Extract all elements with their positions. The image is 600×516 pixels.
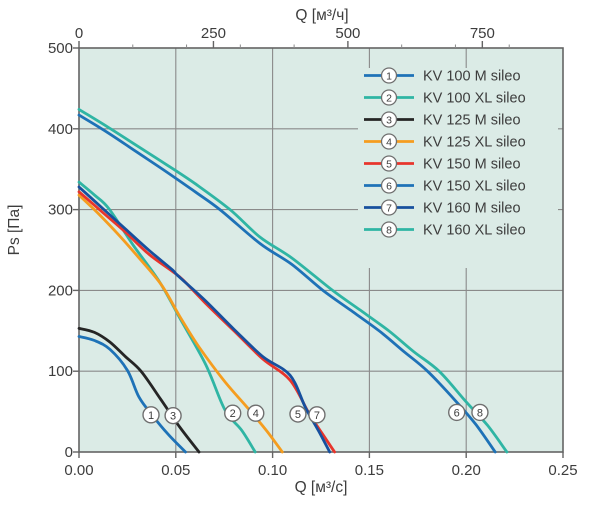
curve-tag-number-8: 8 (477, 407, 483, 419)
legend-item-kv-160-xl-sileo: 8 KV 160 XL sileo (364, 221, 526, 239)
legend-label: KV 150 XL sileo (423, 179, 526, 195)
curve-tag-circle-4 (247, 404, 265, 422)
legend-number-circle (380, 199, 398, 216)
y-tick-label: 100 (48, 363, 73, 380)
curve-tag-number-7: 7 (314, 410, 320, 422)
legend-number-circle (380, 221, 398, 238)
legend-item-kv-150-xl-sileo: 6 KV 150 XL sileo (364, 177, 526, 195)
curve-kv-160-m-sileo (77, 185, 332, 454)
curve-tag-number-2: 2 (230, 408, 236, 420)
legend-label: KV 125 XL sileo (423, 135, 526, 151)
y-axis-title: Ps [Па] (6, 204, 23, 256)
legend-number-circle (380, 155, 398, 172)
curve-kv-150-xl-sileo (77, 113, 497, 454)
legend-number-circle (380, 67, 398, 84)
x-tick-label: 0.20 (452, 462, 481, 479)
top-tick-label: 500 (335, 25, 360, 42)
x-tick-label: 0.00 (64, 462, 93, 479)
legend-item-kv-150-m-sileo: 5 KV 150 M sileo (364, 155, 521, 173)
legend-label: KV 100 XL sileo (423, 91, 526, 107)
curve-tag-circle-7 (308, 406, 326, 424)
legend-number-circle (380, 133, 398, 150)
legend-label: KV 125 M sileo (423, 113, 521, 129)
curve-tag-circle-5 (289, 405, 307, 423)
legend-number-circle (380, 177, 398, 194)
y-tick-label: 0 (65, 444, 73, 461)
legend-label: KV 100 M sileo (423, 69, 521, 85)
legend-number-circle (380, 89, 398, 106)
curve-tag-circle-6 (448, 403, 466, 422)
curve-kv-100-m-sileo (77, 335, 187, 454)
y-tick-label: 300 (48, 202, 73, 219)
curve-tag-circle-1 (142, 406, 160, 424)
legend-number: 8 (386, 224, 392, 236)
x-tick-label: 0.05 (161, 462, 190, 479)
x-tick-label: 0.25 (548, 462, 577, 479)
top-axis-title: Q [м³/ч] (295, 7, 349, 24)
x-tick-label: 0.15 (355, 462, 384, 479)
y-tick-label: 200 (48, 282, 73, 299)
legend-label: KV 150 M sileo (423, 157, 521, 173)
curve-tag-number-3: 3 (170, 411, 176, 423)
legend-number: 2 (386, 92, 392, 104)
x-tick-label: 0.10 (258, 462, 287, 479)
legend-number-circle (380, 111, 398, 128)
curve-kv-125-m-sileo (77, 327, 201, 454)
legend-number: 6 (386, 180, 392, 192)
legend-number: 5 (386, 158, 392, 170)
plot-frame (78, 47, 564, 453)
curve-tag-circle-2 (224, 404, 242, 422)
curve-tag-number-5: 5 (295, 409, 301, 421)
legend-number: 3 (386, 114, 392, 126)
legend-item-kv-125-m-sileo: 3 KV 125 M sileo (364, 111, 521, 129)
y-tick-label: 400 (48, 121, 73, 138)
top-tick-label: 0 (75, 25, 83, 42)
legend-item-kv-160-m-sileo: 7 KV 160 M sileo (364, 199, 521, 217)
legend-label: KV 160 XL sileo (423, 223, 526, 239)
curve-tag-number-6: 6 (454, 407, 460, 419)
top-tick-label: 750 (470, 25, 495, 42)
curve-tag-number-4: 4 (253, 408, 259, 420)
legend-label: KV 160 M sileo (423, 201, 521, 217)
bottom-axis-title: Q [м³/с] (294, 479, 348, 496)
curve-tag-circle-3 (164, 406, 182, 425)
curve-tag-circle-8 (471, 403, 489, 422)
curve-tag-number-1: 1 (148, 410, 154, 422)
legend-item-kv-100-xl-sileo: 2 KV 100 XL sileo (364, 89, 526, 107)
legend-item-kv-125-xl-sileo: 4 KV 125 XL sileo (364, 133, 526, 151)
top-tick-label: 250 (201, 25, 226, 42)
legend-number: 7 (386, 202, 392, 214)
legend-number: 1 (386, 70, 392, 82)
legend-number: 4 (386, 136, 392, 148)
curve-kv-160-xl-sileo (77, 108, 509, 454)
legend-item-kv-100-m-sileo: 1 KV 100 M sileo (364, 67, 521, 85)
y-tick-label: 500 (48, 40, 73, 57)
